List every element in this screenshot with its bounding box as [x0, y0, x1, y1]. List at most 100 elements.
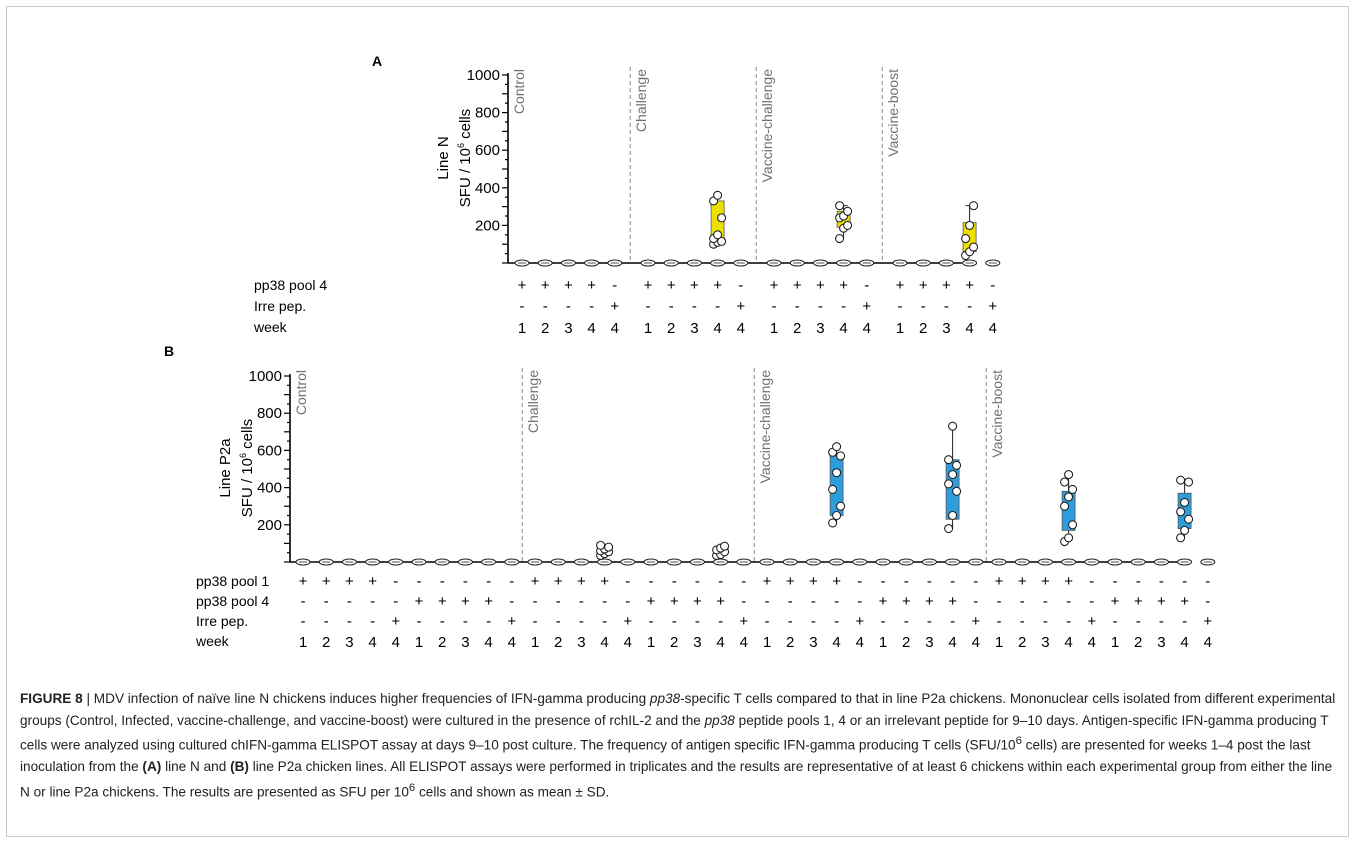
data-point: [1064, 533, 1074, 543]
y-axis-label-line2: SFU / 106 cells: [238, 419, 256, 517]
treatment-value: -: [301, 593, 306, 610]
week-value: 4: [989, 320, 997, 337]
week-value: 4: [1088, 634, 1096, 651]
treatment-value: -: [646, 298, 651, 315]
treatment-value: +: [690, 277, 699, 294]
data-point: [969, 242, 979, 252]
treatment-value: +: [554, 573, 563, 590]
week-value: 2: [1134, 634, 1142, 651]
treatment-value: +: [855, 613, 864, 630]
week-value: 1: [763, 634, 771, 651]
treatment-value: -: [881, 573, 886, 590]
treatment-value: +: [716, 593, 725, 610]
treatment-value: -: [741, 593, 746, 610]
data-point: [596, 540, 606, 550]
y-axis-label-text: cells: [457, 109, 474, 143]
treatment-value: -: [417, 573, 422, 590]
treatment-value: +: [713, 277, 722, 294]
treatment-value: +: [647, 593, 656, 610]
week-value: 2: [322, 634, 330, 651]
week-value: 1: [995, 634, 1003, 651]
treatment-value: +: [1018, 573, 1027, 590]
data-point: [1180, 497, 1190, 508]
data-point: [832, 442, 842, 452]
treatment-value: -: [1113, 613, 1118, 630]
treatment-value: +: [965, 277, 974, 294]
data-point: [1180, 525, 1190, 535]
y-tick-label: 400: [475, 180, 500, 197]
week-value: 3: [816, 320, 824, 337]
treatment-value: -: [602, 593, 607, 610]
week-value: 4: [587, 320, 595, 337]
treatment-value: -: [1089, 573, 1094, 590]
week-value: 3: [345, 634, 353, 651]
data-point: [952, 486, 962, 496]
data-point: [828, 518, 838, 528]
data-point: [1176, 507, 1186, 517]
treatment-value: -: [393, 573, 398, 590]
group-label: Control: [511, 69, 527, 114]
treatment-value: -: [1182, 613, 1187, 630]
treatment-value: +: [587, 277, 596, 294]
week-value: 3: [1157, 634, 1165, 651]
caption-sup-1: 6: [1015, 735, 1022, 748]
treatment-value: -: [625, 573, 630, 590]
treatment-value: -: [718, 613, 723, 630]
caption-text-7: cells and shown as mean ± SD.: [415, 784, 610, 800]
week-value: 3: [461, 634, 469, 651]
treatment-value: -: [301, 613, 306, 630]
week-value: 2: [541, 320, 549, 337]
week-value: 4: [740, 634, 748, 651]
treatment-value: -: [765, 593, 770, 610]
row-label: pp38 pool 4: [196, 593, 269, 609]
treatment-value: -: [486, 573, 491, 590]
data-point: [1064, 492, 1074, 502]
treatment-value: -: [669, 298, 674, 315]
figure-caption: FIGURE 8 | MDV infection of naïve line N…: [20, 688, 1340, 803]
treatment-value: -: [898, 298, 903, 315]
treatment-value: -: [741, 573, 746, 590]
week-value: 4: [1064, 634, 1072, 651]
treatment-value: +: [518, 277, 527, 294]
week-value: 2: [554, 634, 562, 651]
treatment-value: +: [786, 573, 795, 590]
treatment-value: -: [1089, 593, 1094, 610]
treatment-value: +: [415, 593, 424, 610]
treatment-value: -: [347, 613, 352, 630]
week-value: 4: [508, 634, 516, 651]
treatment-value: +: [391, 613, 400, 630]
data-point: [1184, 477, 1194, 487]
treatment-value: +: [1180, 593, 1189, 610]
caption-sep: |: [82, 691, 94, 706]
data-point: [1060, 477, 1070, 487]
treatment-value: -: [715, 298, 720, 315]
data-point: [948, 510, 958, 521]
treatment-value: -: [393, 593, 398, 610]
treatment-value: +: [667, 277, 676, 294]
week-value: 1: [531, 634, 539, 651]
week-value: 4: [856, 634, 864, 651]
week-value: 3: [693, 634, 701, 651]
data-point: [1064, 470, 1074, 480]
y-tick-label: 600: [475, 142, 500, 159]
data-point: [1184, 514, 1194, 524]
treatment-value: +: [670, 593, 679, 610]
y-tick-label: 400: [257, 480, 282, 497]
panel-letter: A: [372, 53, 382, 69]
treatment-value: -: [738, 277, 743, 294]
treatment-value: -: [1182, 573, 1187, 590]
week-value: 4: [863, 320, 871, 337]
treatment-value: -: [463, 613, 468, 630]
caption-text-3: peptide pools 1, 4 or an irrelevant pept…: [20, 712, 1329, 753]
y-tick-label: 600: [257, 442, 282, 459]
treatment-value: -: [602, 613, 607, 630]
y-tick-label: 200: [475, 217, 500, 234]
treatment-value: +: [948, 593, 957, 610]
treatment-value: -: [811, 613, 816, 630]
data-point: [843, 220, 853, 230]
treatment-value: -: [834, 613, 839, 630]
week-value: 1: [644, 320, 652, 337]
week-value: 4: [600, 634, 608, 651]
week-value: 1: [518, 320, 526, 337]
group-label: Vaccine-boost: [885, 69, 901, 157]
